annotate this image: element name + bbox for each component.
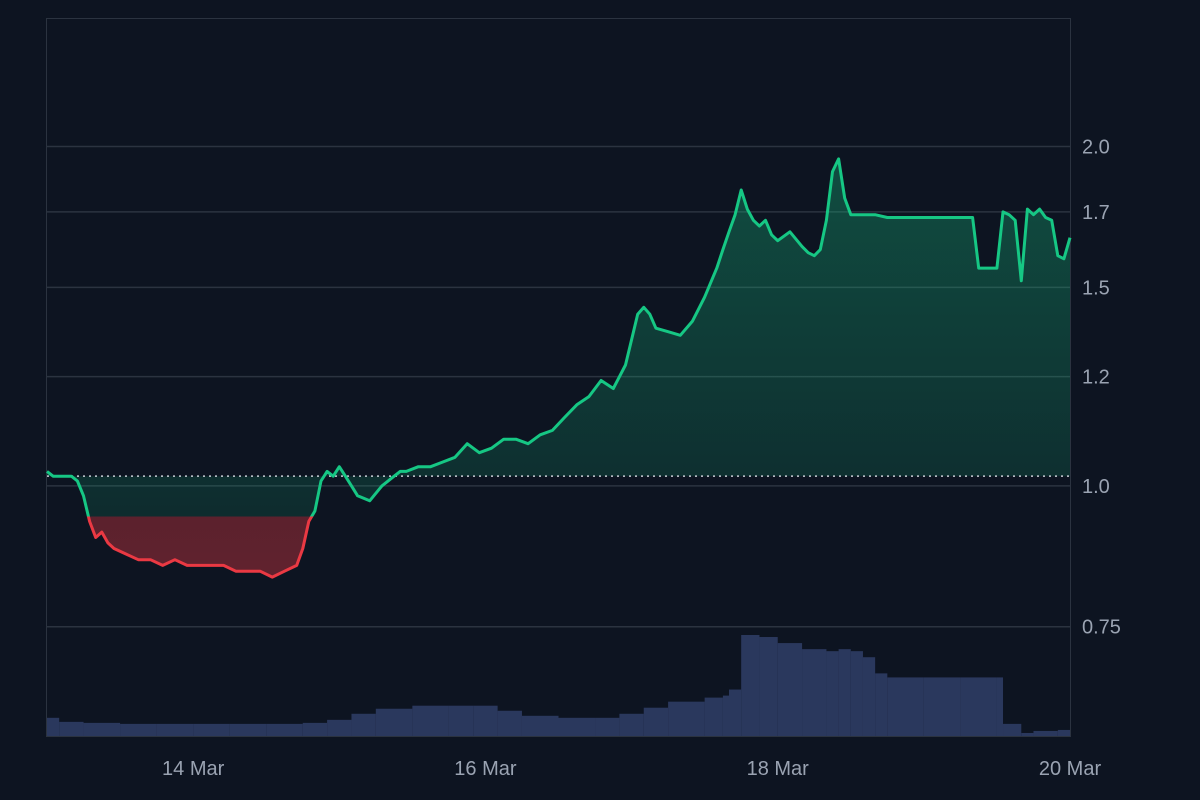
volume-bar bbox=[521, 715, 559, 736]
volume-bar bbox=[497, 710, 522, 736]
price-line-above bbox=[46, 157, 1072, 517]
volume-bar bbox=[862, 657, 876, 736]
volume-bar bbox=[120, 723, 157, 736]
volume-bars bbox=[47, 635, 1070, 736]
volume-bar bbox=[59, 721, 84, 736]
volume-bar bbox=[1021, 732, 1034, 736]
volume-bar bbox=[193, 723, 230, 736]
x-tick-label: 20 Mar bbox=[1039, 758, 1102, 780]
y-tick-label: 1.5 bbox=[1082, 277, 1110, 299]
volume-bar bbox=[473, 705, 498, 736]
y-tick-label: 0.75 bbox=[1082, 617, 1121, 639]
volume-bar bbox=[1057, 729, 1070, 736]
volume-bar bbox=[1033, 730, 1058, 736]
volume-bar bbox=[875, 673, 888, 736]
volume-bar bbox=[351, 713, 376, 736]
volume-bar bbox=[759, 637, 778, 736]
volume-bar bbox=[838, 649, 851, 736]
volume-bar bbox=[923, 677, 961, 736]
volume-bar bbox=[1003, 723, 1022, 736]
price-line-below bbox=[86, 516, 314, 579]
volume-bar bbox=[722, 695, 729, 736]
volume-bar bbox=[595, 717, 620, 736]
volume-bar bbox=[156, 723, 194, 736]
plot-frame bbox=[46, 18, 1071, 737]
volume-bar bbox=[619, 713, 644, 736]
y-tick-label: 1.0 bbox=[1082, 476, 1110, 498]
volume-bar bbox=[741, 635, 760, 736]
y-axis: 0.75 1.0 1.2 1.5 1.7 2.0 bbox=[1082, 136, 1121, 638]
y-tick-label: 2.0 bbox=[1082, 136, 1110, 158]
price-area-above bbox=[47, 158, 1070, 517]
volume-bar bbox=[729, 689, 742, 736]
price-area-below bbox=[88, 516, 312, 578]
volume-bar bbox=[960, 677, 997, 736]
volume-bar bbox=[802, 649, 827, 736]
volume-bar bbox=[327, 719, 352, 736]
volume-bar bbox=[668, 701, 705, 736]
volume-bar bbox=[850, 651, 863, 736]
volume-bar bbox=[777, 643, 803, 736]
x-tick-label: 14 Mar bbox=[162, 758, 225, 780]
volume-bar bbox=[229, 723, 267, 736]
price-areas bbox=[47, 158, 1070, 578]
volume-bar bbox=[643, 707, 669, 736]
volume-bar bbox=[996, 677, 1004, 736]
volume-bar bbox=[448, 705, 474, 736]
volume-bar bbox=[887, 677, 924, 736]
volume-bar bbox=[375, 708, 413, 736]
y-tick-label: 1.7 bbox=[1082, 202, 1110, 224]
volume-bar bbox=[558, 717, 596, 736]
volume-bar bbox=[83, 722, 121, 736]
volume-bar bbox=[704, 697, 723, 736]
volume-bar bbox=[826, 651, 839, 736]
volume-bar bbox=[412, 705, 449, 736]
x-tick-label: 18 Mar bbox=[747, 758, 810, 780]
x-axis: 14 Mar 16 Mar 18 Mar 20 Mar bbox=[162, 758, 1101, 780]
volume-bar bbox=[302, 722, 328, 736]
x-tick-label: 16 Mar bbox=[454, 758, 517, 780]
volume-bar bbox=[266, 723, 303, 736]
y-tick-label: 1.2 bbox=[1082, 367, 1110, 389]
price-lines bbox=[46, 157, 1072, 579]
volume-bar bbox=[47, 717, 60, 736]
